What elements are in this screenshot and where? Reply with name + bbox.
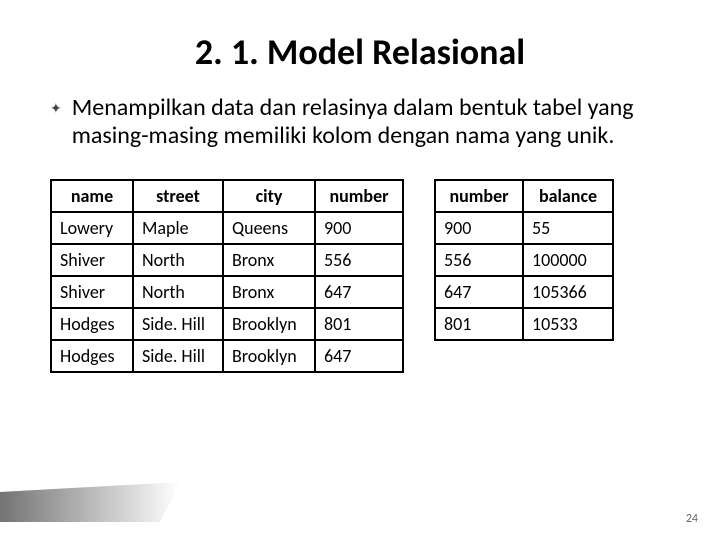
cell: 556 <box>435 244 523 276</box>
cell: Maple <box>133 212 223 244</box>
col-number: number <box>315 180 403 212</box>
shadow-wedge-icon <box>0 482 180 522</box>
table-header-row: number balance <box>435 180 613 212</box>
col-number: number <box>435 180 523 212</box>
table-balance: number balance 900 55 556 100000 647 105… <box>434 179 614 341</box>
cell: 556 <box>315 244 403 276</box>
table-row: 801 10533 <box>435 308 613 340</box>
table-people: name street city number Lowery Maple Que… <box>50 179 404 373</box>
cell: Hodges <box>51 340 133 372</box>
cell: Lowery <box>51 212 133 244</box>
body-text: Menampilkan data dan relasinya dalam ben… <box>72 94 670 149</box>
col-city: city <box>223 180 315 212</box>
cell: 105366 <box>523 276 613 308</box>
table-row: 900 55 <box>435 212 613 244</box>
cell: 100000 <box>523 244 613 276</box>
tables-wrap: name street city number Lowery Maple Que… <box>50 179 670 373</box>
col-name: name <box>51 180 133 212</box>
cell: Queens <box>223 212 315 244</box>
slide-title: 2. 1. Model Relasional <box>50 30 670 74</box>
table-header-row: name street city number <box>51 180 403 212</box>
cell: 647 <box>315 340 403 372</box>
table-row: Lowery Maple Queens 900 <box>51 212 403 244</box>
cell: 801 <box>315 308 403 340</box>
table-row: Shiver North Bronx 647 <box>51 276 403 308</box>
cell: 801 <box>435 308 523 340</box>
table-row: 556 100000 <box>435 244 613 276</box>
cell: 900 <box>315 212 403 244</box>
bullet-icon: ✦ <box>50 102 62 116</box>
cell: Side. Hill <box>133 308 223 340</box>
cell: Brooklyn <box>223 308 315 340</box>
cell: Bronx <box>223 276 315 308</box>
cell: 647 <box>315 276 403 308</box>
table-row: Shiver North Bronx 556 <box>51 244 403 276</box>
col-balance: balance <box>523 180 613 212</box>
col-street: street <box>133 180 223 212</box>
page-number: 24 <box>686 512 698 526</box>
cell: 55 <box>523 212 613 244</box>
cell: Hodges <box>51 308 133 340</box>
slide: 2. 1. Model Relasional ✦ Menampilkan dat… <box>0 0 720 540</box>
table-row: Hodges Side. Hill Brooklyn 647 <box>51 340 403 372</box>
cell: Side. Hill <box>133 340 223 372</box>
cell: Bronx <box>223 244 315 276</box>
table-row: 647 105366 <box>435 276 613 308</box>
cell: Shiver <box>51 244 133 276</box>
cell: 900 <box>435 212 523 244</box>
cell: 647 <box>435 276 523 308</box>
table-row: Hodges Side. Hill Brooklyn 801 <box>51 308 403 340</box>
cell: Shiver <box>51 276 133 308</box>
body-row: ✦ Menampilkan data dan relasinya dalam b… <box>50 94 670 149</box>
cell: North <box>133 276 223 308</box>
cell: North <box>133 244 223 276</box>
cell: Brooklyn <box>223 340 315 372</box>
cell: 10533 <box>523 308 613 340</box>
